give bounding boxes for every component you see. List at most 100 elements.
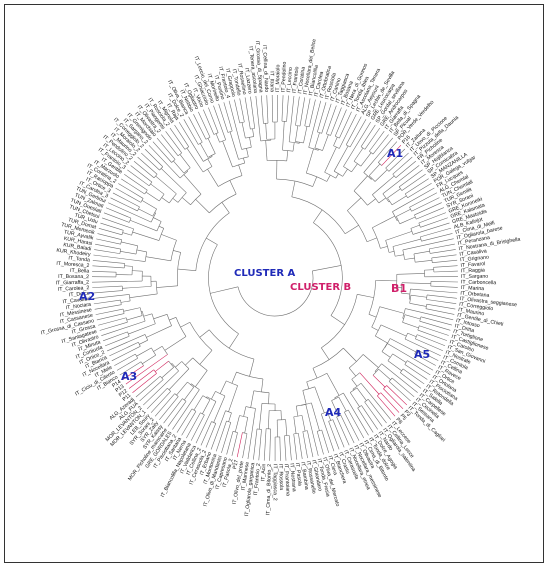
branch-segment: [255, 95, 261, 141]
branch-connector: [295, 125, 301, 127]
leaf-label: IT_Bosana_2: [58, 274, 89, 280]
branch-segment: [163, 398, 183, 424]
branch-segment: [306, 381, 310, 389]
branch-segment: [314, 132, 320, 149]
branch-segment: [361, 405, 378, 430]
branch-connector: [392, 246, 396, 257]
branch-connector: [189, 322, 213, 351]
branch-segment: [368, 314, 377, 318]
branch-segment: [137, 156, 158, 175]
branch-segment: [369, 131, 385, 152]
branch-connector: [396, 216, 401, 224]
branch-segment: [121, 241, 138, 247]
branch-connector: [372, 194, 380, 204]
branch-connector: [232, 162, 245, 168]
branch-connector: [177, 192, 187, 203]
branch-connector: [148, 181, 153, 186]
branch-connector: [385, 240, 390, 253]
branch-connector: [184, 146, 189, 150]
branch-segment: [146, 325, 172, 338]
branch-connector: [304, 125, 310, 128]
branch-segment: [155, 175, 177, 195]
leaf-label: IT_Peranzana: [457, 235, 490, 247]
branch-segment: [308, 100, 322, 148]
branch-segment: [396, 273, 425, 275]
leaf-label: IT_Moraiolo: [275, 64, 281, 92]
leaf-label: IT_Rossellino: [236, 63, 247, 95]
branch-connector: [138, 342, 141, 347]
branch-segment: [279, 436, 281, 461]
branch-segment: [129, 293, 158, 298]
branch-segment: [339, 113, 357, 149]
branch-connector: [312, 347, 344, 369]
branch-segment: [433, 270, 458, 273]
branch-segment: [92, 280, 143, 283]
branch-segment: [381, 351, 391, 358]
leaf-label: IT_Moresca_2: [56, 261, 90, 269]
branch-segment: [378, 197, 387, 204]
branch-segment: [353, 147, 364, 162]
leaf-label: IT_Ciera: [326, 455, 338, 476]
branch-segment: [188, 116, 203, 143]
branch-segment: [377, 395, 396, 417]
branch-segment: [193, 395, 204, 411]
subcluster-b1-label: B1: [391, 282, 407, 295]
branch-connector: [160, 375, 164, 380]
branch-segment: [391, 195, 407, 206]
branch-segment: [156, 285, 178, 288]
branch-segment: [339, 111, 352, 139]
leaf-label: IT_Marina: [461, 285, 485, 292]
branch-segment: [304, 98, 311, 126]
branch-segment: [96, 238, 121, 245]
branch-segment: [136, 249, 147, 253]
branch-connector: [144, 189, 148, 195]
leaf-label: KUR_Khodeiry: [56, 248, 91, 258]
branch-connector: [202, 166, 213, 173]
leaf-label: IT_Pasola: [294, 462, 303, 486]
branch-segment: [409, 192, 438, 208]
branch-segment: [344, 412, 360, 441]
branch-segment: [195, 370, 208, 387]
leaf-label: IT_Maurino: [458, 307, 485, 317]
branch-segment: [129, 219, 158, 232]
branch-segment: [359, 372, 380, 395]
branch-connector: [276, 178, 313, 187]
branch-segment: [213, 395, 226, 423]
branch-segment: [351, 379, 358, 387]
subcluster-a2-label: A2: [79, 290, 95, 303]
branch-segment: [288, 435, 292, 461]
branch-segment: [122, 365, 144, 380]
branch-segment: [252, 128, 255, 137]
leaf-label: IT_Rossola: [277, 464, 284, 491]
branch-connector: [215, 391, 226, 397]
branch-segment: [116, 357, 138, 371]
branch-segment: [205, 423, 217, 448]
branch-connector: [131, 228, 134, 236]
branch-segment: [125, 354, 168, 385]
branch-segment: [368, 163, 381, 176]
branch-segment: [286, 95, 289, 122]
branch-segment: [108, 202, 152, 223]
branch-segment: [177, 268, 196, 271]
branch-segment: [239, 98, 245, 123]
branch-connector: [206, 396, 217, 402]
branch-segment: [115, 187, 141, 203]
branch-segment: [199, 350, 213, 365]
branch-connector: [296, 403, 306, 407]
branch-segment: [400, 372, 422, 389]
leaf-label: IT_Dritta: [454, 323, 475, 334]
branch-segment: [161, 134, 179, 156]
branch-segment: [368, 399, 387, 424]
leaf-label: P8: [394, 417, 403, 426]
branch-connector: [368, 280, 376, 315]
branch-segment: [180, 322, 191, 328]
branch-segment: [190, 414, 205, 441]
leaf-label: IT_Messinese: [59, 307, 92, 318]
branch-segment: [145, 256, 171, 262]
branch-segment: [419, 320, 451, 331]
branch-segment: [401, 292, 410, 295]
branch-segment: [410, 224, 420, 229]
branch-segment: [385, 231, 413, 241]
branch-segment: [314, 386, 325, 414]
